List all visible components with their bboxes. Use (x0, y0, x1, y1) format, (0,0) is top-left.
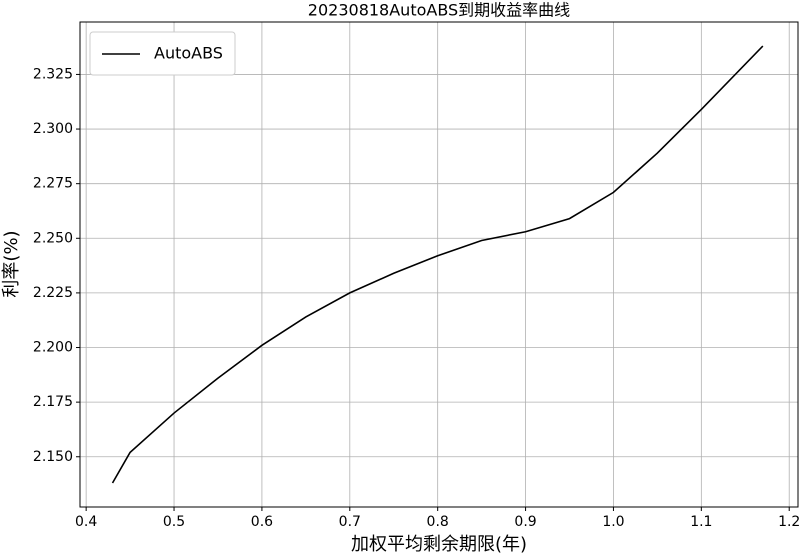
legend-box (89, 31, 236, 76)
x-tick-label: 0.8 (427, 514, 449, 530)
x-tick-label: 1.0 (602, 514, 624, 530)
y-tick-label: 2.325 (33, 66, 73, 82)
y-axis-label: 利率(%) (1, 230, 22, 297)
y-tick-label: 2.175 (33, 394, 73, 410)
x-tick-label: 1.1 (690, 514, 712, 530)
y-tick-label: 2.275 (33, 176, 73, 192)
y-tick-label: 2.250 (33, 230, 73, 246)
y-tick-label: 2.150 (33, 449, 73, 465)
x-tick-label: 0.5 (163, 514, 185, 530)
y-tick-label: 2.200 (33, 340, 73, 356)
legend-label: AutoABS (154, 44, 223, 63)
y-tick-label: 2.300 (33, 121, 73, 137)
line-series (111, 45, 764, 484)
x-tick-label: 1.2 (778, 514, 800, 530)
chart-title: 20230818AutoABS到期收益率曲线 (308, 1, 570, 20)
x-tick-label: 0.6 (251, 514, 273, 530)
x-tick-label: 0.7 (339, 514, 361, 530)
plot-frame (79, 21, 799, 508)
x-tick-label: 0.9 (514, 514, 536, 530)
x-axis-label: 加权平均剩余期限(年) (351, 534, 527, 555)
y-tick-label: 2.225 (33, 285, 73, 301)
x-tick-label: 0.4 (75, 514, 97, 530)
